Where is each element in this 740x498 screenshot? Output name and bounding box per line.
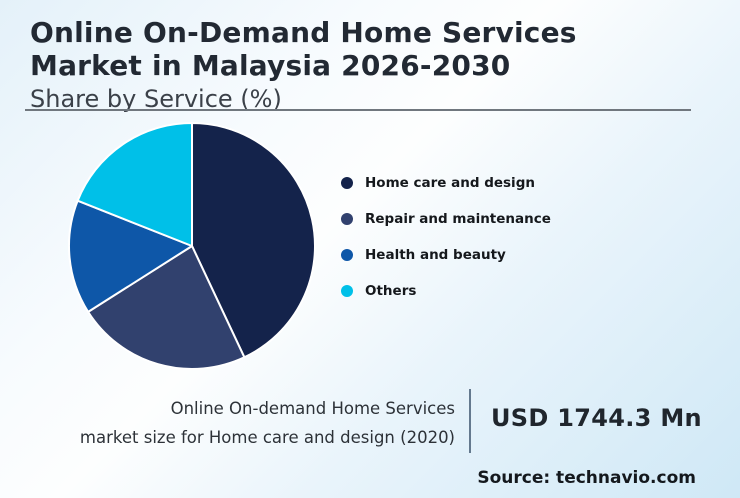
legend-label: Home care and design	[365, 175, 535, 191]
pie-slice-others	[76, 122, 193, 247]
legend-item-repair-and-maintenance: Repair and maintenance	[341, 201, 551, 237]
title-line-1: Online On-Demand Home Services	[30, 16, 577, 49]
legend-label: Repair and maintenance	[365, 211, 551, 227]
source-attribution: Source: technavio.com	[477, 468, 696, 488]
vertical-divider	[469, 389, 471, 453]
legend-item-home-care-and-design: Home care and design	[341, 165, 551, 201]
pie-slice-health-and-beauty	[68, 199, 193, 313]
header-divider	[25, 109, 691, 111]
title-line-2: Market in Malaysia 2026-2030	[30, 49, 511, 82]
pie-chart	[68, 122, 316, 370]
pie-slice-home-care-and-design	[191, 122, 316, 359]
legend-item-others: Others	[341, 273, 551, 309]
market-size-value: USD 1744.3 Mn	[491, 404, 702, 432]
header: Online On-Demand Home Services Market in…	[30, 16, 577, 113]
note-line-1: Online On-demand Home Services	[170, 399, 455, 418]
legend-swatch-icon	[341, 285, 353, 297]
note-line-2: market size for Home care and design (20…	[79, 428, 455, 447]
page-title: Online On-Demand Home Services Market in…	[30, 16, 577, 82]
legend-item-health-and-beauty: Health and beauty	[341, 237, 551, 273]
pie-slice-repair-and-maintenance	[87, 245, 246, 370]
market-size-note: Online On-demand Home Services market si…	[60, 394, 455, 452]
legend-swatch-icon	[341, 249, 353, 261]
legend-label: Others	[365, 283, 417, 299]
legend-label: Health and beauty	[365, 247, 506, 263]
page-subtitle: Share by Service (%)	[30, 85, 282, 113]
legend-swatch-icon	[341, 213, 353, 225]
legend: Home care and design Repair and maintenan…	[341, 165, 551, 309]
legend-swatch-icon	[341, 177, 353, 189]
